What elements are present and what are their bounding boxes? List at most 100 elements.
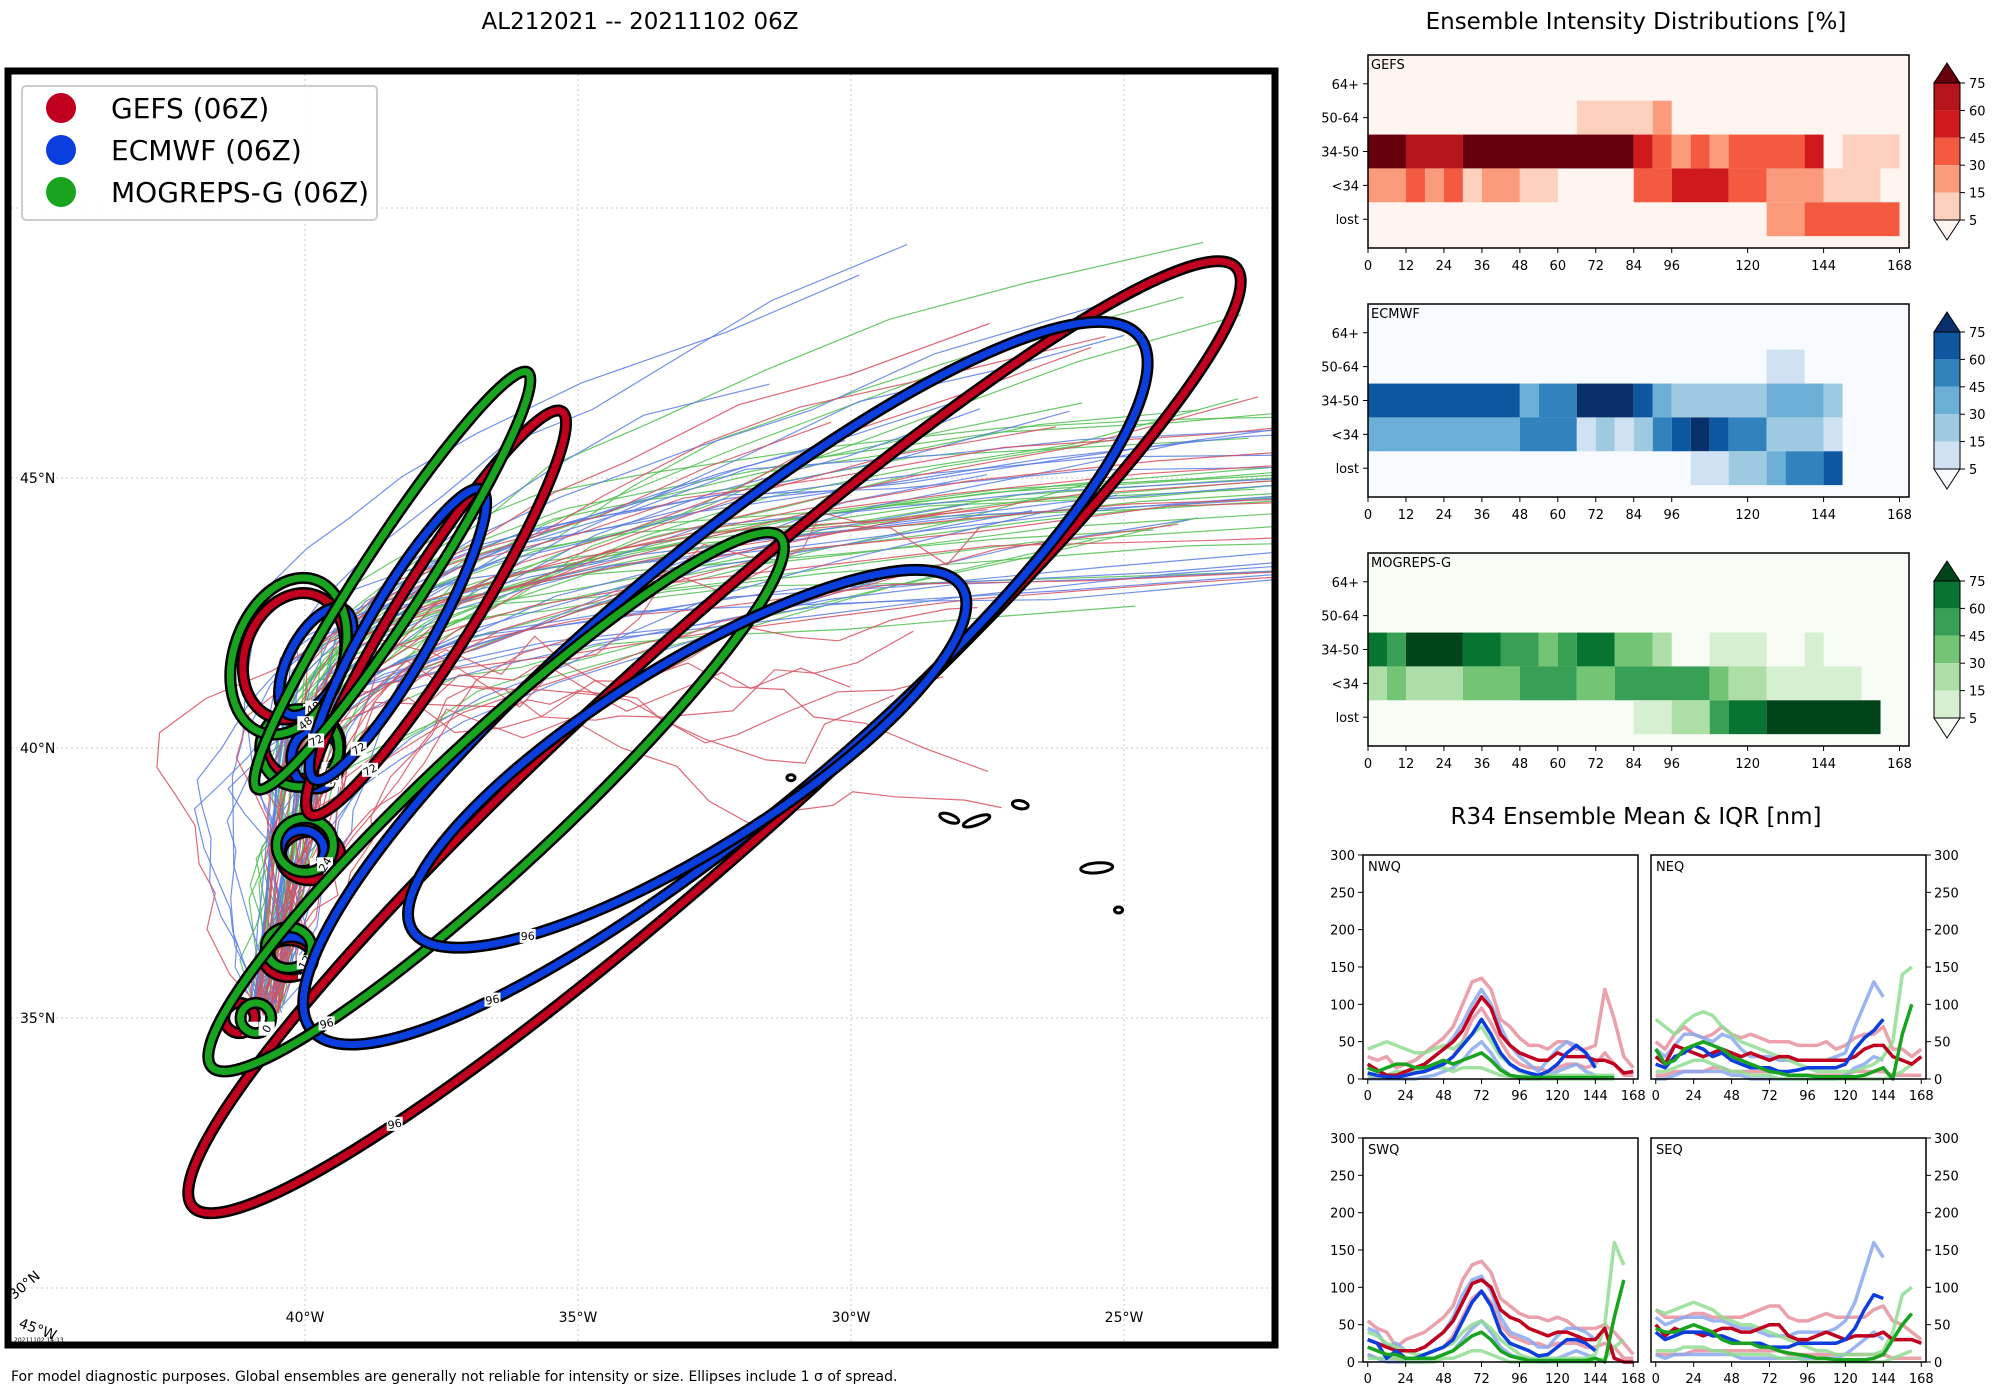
heatmap-cell — [1576, 666, 1615, 701]
ecmwf-track — [264, 454, 1272, 1010]
line-panel-label: SWQ — [1368, 1143, 1399, 1158]
x-tick-label: 144 — [1871, 1089, 1896, 1104]
colorbar-min-triangle — [1933, 717, 1961, 739]
heatmap-cell — [1652, 134, 1672, 169]
island-shape — [1079, 861, 1115, 875]
heatmap-cell — [1728, 134, 1805, 169]
x-tick-label: 72 — [1473, 1372, 1490, 1387]
heatmap-cell — [1842, 134, 1900, 169]
ecmwf-iqr-line — [1654, 1240, 1885, 1338]
heatmap-cell — [1386, 632, 1406, 667]
heatmap-cell — [1595, 417, 1615, 452]
gefs-track — [258, 660, 851, 1004]
footnote: For model diagnostic purposes. Global en… — [11, 1369, 897, 1385]
heatmap-cell — [1519, 383, 1539, 418]
ellipse-label-bg — [318, 1016, 335, 1031]
heatmap-cell — [1652, 417, 1672, 452]
colorbar-tick-label: 45 — [1969, 132, 1986, 147]
mogreps-mean-line — [1367, 1279, 1626, 1364]
lon-tick-label: 25°W — [1105, 1310, 1144, 1326]
x-tick-label: 120 — [1833, 1089, 1858, 1104]
heatmap-cell — [1652, 100, 1672, 135]
x-tick-label: 168 — [1621, 1372, 1646, 1387]
y-tick-label: 100 — [1934, 1281, 1959, 1296]
map-frame — [4, 67, 1279, 1349]
x-tick-label: 48 — [1723, 1089, 1740, 1104]
heatmap-x-label: 48 — [1512, 508, 1529, 523]
heatmap-cell — [1671, 383, 1767, 418]
colorbar-tick-label: 5 — [1969, 214, 1977, 229]
gefs-track — [258, 322, 990, 1018]
ellipse-mogreps-72h: 72 — [248, 365, 537, 796]
x-tick-label: 144 — [1871, 1372, 1896, 1387]
colorbar-segment — [1934, 414, 1960, 442]
heatmap-gefs: GEFS 64+ 50-64 34-50 <34 lost 0 12 24 36 48 60 72 84 9… — [1321, 54, 1986, 274]
ellipse-ring — [250, 368, 534, 794]
colorbar-segment — [1934, 83, 1960, 111]
heatmap-cell — [1576, 632, 1615, 667]
ellipse-label-bg — [386, 1116, 403, 1131]
colorbar-tick-label: 5 — [1969, 463, 1977, 478]
heatmap-row-label: <34 — [1332, 179, 1359, 194]
heatmap-x-label: 36 — [1474, 757, 1491, 772]
heatmap-cell — [1766, 383, 1824, 418]
ellipse-label-bg — [519, 928, 536, 943]
ellipse-hour-label: 72 — [350, 740, 369, 758]
heatmap-cell — [1690, 451, 1729, 486]
y-tick-label: 0 — [1934, 1073, 1942, 1088]
ellipse-ring — [184, 257, 1245, 1217]
colorbar-tick-label: 5 — [1969, 712, 1977, 727]
ellipse-hour-label: 96 — [318, 1016, 335, 1032]
heatmap-cell — [1443, 168, 1463, 203]
mogreps-track — [255, 471, 1272, 1006]
heatmap-cell — [1405, 134, 1463, 169]
colorbar-tick-label: 15 — [1969, 685, 1986, 700]
heatmap-x-label: 60 — [1550, 757, 1567, 772]
heatmap-cell — [1633, 700, 1672, 735]
colorbar-tick-label: 60 — [1969, 602, 1986, 617]
heatmap-row-label: 50-64 — [1321, 610, 1359, 625]
legend-entry-mogreps: MOGREPS-G (06Z) — [46, 176, 369, 209]
ellipse-label-bg — [317, 857, 334, 872]
lon-tick-label: 40°W — [286, 1310, 325, 1326]
colorbar-tick-label: 30 — [1969, 657, 1986, 672]
colorbar-segment — [1934, 192, 1960, 220]
x-tick-label: 24 — [1397, 1089, 1414, 1104]
x-tick-label: 96 — [1511, 1372, 1528, 1387]
y-tick-label: 250 — [1330, 1169, 1355, 1184]
heatmap-row-label: lost — [1336, 462, 1359, 477]
ellipse-label-bg — [258, 1021, 275, 1036]
y-tick-label: 100 — [1330, 998, 1355, 1013]
y-tick-label: 200 — [1330, 924, 1355, 939]
y-tick-label: 50 — [1338, 1036, 1355, 1051]
colorbar-tick-label: 15 — [1969, 187, 1986, 202]
x-tick-label: 72 — [1473, 1089, 1490, 1104]
ellipse-ring — [404, 566, 970, 952]
x-tick-label: 96 — [1511, 1089, 1528, 1104]
heatmap-x-label: 84 — [1625, 259, 1642, 274]
colorbar-segment — [1934, 635, 1960, 664]
legend-label-mogreps: MOGREPS-G (06Z) — [111, 176, 369, 209]
x-tick-label: 120 — [1545, 1089, 1570, 1104]
heatmap-x-label: 96 — [1663, 757, 1680, 772]
line-panel-label: NEQ — [1656, 860, 1684, 875]
heatmap-cell — [1538, 632, 1558, 667]
heatmap-x-label: 120 — [1735, 259, 1760, 274]
heatmap-cell — [1368, 134, 1406, 169]
heatmap-panel-label: ECMWF — [1371, 307, 1420, 322]
y-tick-label: 300 — [1934, 1132, 1959, 1147]
x-tick-label: 0 — [1652, 1089, 1660, 1104]
heatmap-x-label: 84 — [1625, 508, 1642, 523]
colorbar-tick-label: 30 — [1969, 408, 1986, 423]
gefs-track — [257, 635, 989, 1015]
x-tick-label: 120 — [1833, 1372, 1858, 1387]
timestamp-stamp: 20211102 14:13 — [14, 1337, 64, 1344]
heatmap-cell — [1500, 632, 1539, 667]
x-tick-label: 48 — [1435, 1372, 1452, 1387]
lat-tick-label: 45°N — [20, 471, 55, 487]
ellipse-gefs-72h: 72 — [300, 404, 573, 822]
heatmap-row-label: 64+ — [1332, 576, 1359, 591]
heatmap-cell — [1652, 632, 1672, 667]
heatmap-panel-label: MOGREPS-G — [1371, 556, 1451, 571]
heatmap-x-label: 72 — [1588, 508, 1605, 523]
